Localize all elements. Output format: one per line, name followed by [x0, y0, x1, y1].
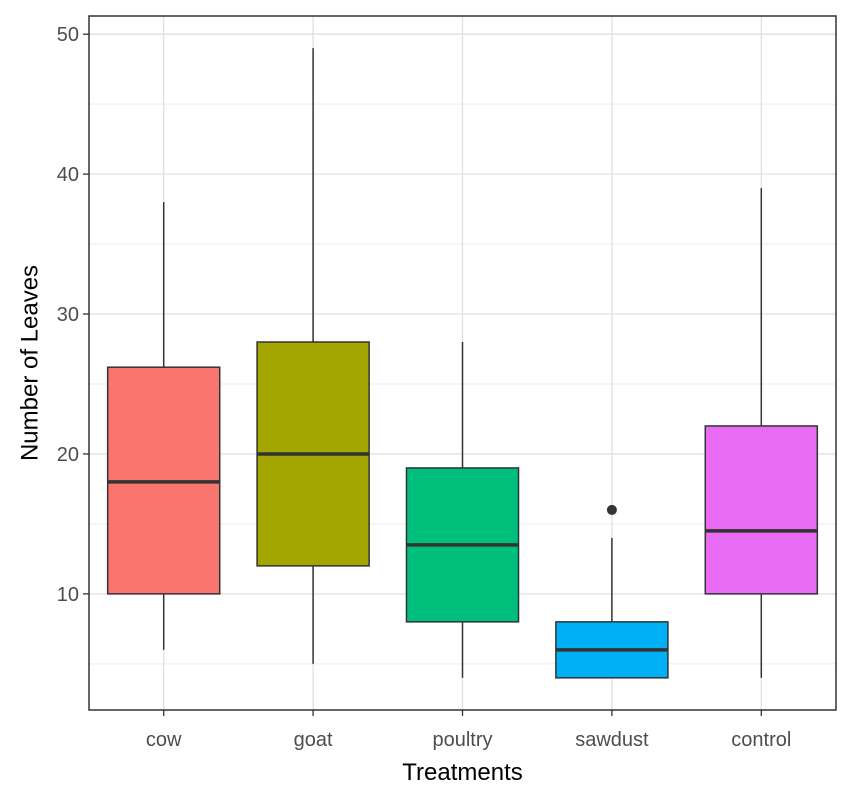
- y-tick-label-30: 30: [57, 304, 79, 326]
- y-tick-label-20: 20: [57, 444, 79, 466]
- x-axis-title: Treatments: [402, 759, 522, 786]
- y-tick-label-50: 50: [57, 24, 79, 46]
- box-body-control: [704, 425, 819, 595]
- y-tick-label-10: 10: [57, 584, 79, 606]
- box-poultry: [405, 342, 520, 678]
- box-control: [704, 188, 819, 678]
- outlier-point-sawdust-0: [606, 504, 617, 515]
- y-axis-title: Number of Leaves: [17, 265, 44, 461]
- x-tick-label-control: control: [731, 729, 791, 751]
- y-tick-label-40: 40: [57, 164, 79, 186]
- x-tick-label-poultry: poultry: [432, 729, 492, 751]
- x-tick-label-cow: cow: [146, 729, 182, 751]
- box-goat: [256, 48, 370, 664]
- box-sawdust: [555, 504, 669, 679]
- box-cow: [106, 202, 221, 650]
- box-layer: [106, 48, 819, 679]
- axis-layer: 10 20 30 40 50 cow goat poultry sawdust control: [57, 24, 792, 751]
- x-tick-label-goat: goat: [294, 729, 333, 751]
- x-tick-label-sawdust: sawdust: [575, 729, 649, 751]
